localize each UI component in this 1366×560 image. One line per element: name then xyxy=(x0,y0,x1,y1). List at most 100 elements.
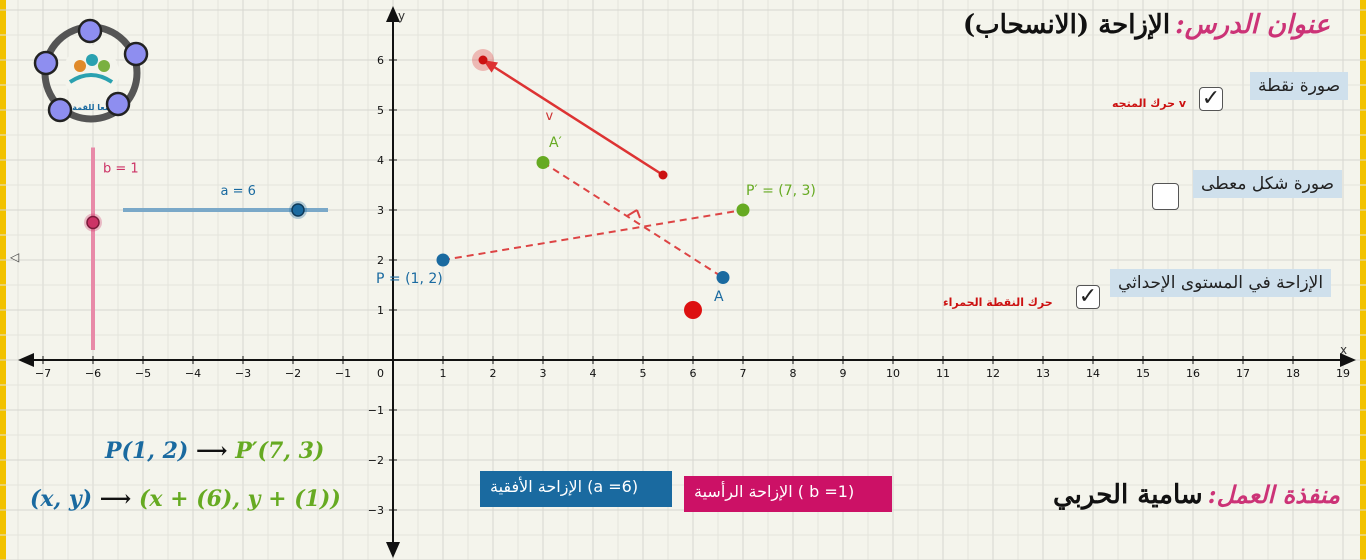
y-tick-label: −3 xyxy=(368,504,384,517)
y-tick-label: −2 xyxy=(368,454,384,467)
midpoint-tick-2 xyxy=(636,209,641,219)
y-axis-top-arrow xyxy=(386,6,400,22)
vector-v-tail[interactable] xyxy=(658,170,668,180)
lesson-title-label: عنوان الدرس: xyxy=(1175,10,1330,40)
point-p-label: P = (1, 2) xyxy=(376,271,443,287)
move-vector-note: حرك المتجه v xyxy=(1112,97,1187,110)
x-tick-label: 7 xyxy=(740,367,747,380)
y-tick-label: 2 xyxy=(377,254,384,267)
slider-a-handle[interactable] xyxy=(291,203,305,217)
author-credit: منفذة العمل: سامية الحربي xyxy=(1053,480,1340,510)
origin-label: 0 xyxy=(377,367,384,380)
logo-node xyxy=(123,41,149,67)
x-tick-label: 12 xyxy=(986,367,1000,380)
y-tick-label: 1 xyxy=(377,304,384,317)
author-label: منفذة العمل: xyxy=(1207,480,1340,509)
x-tick-label: −7 xyxy=(35,367,51,380)
shape-image-checkbox[interactable] xyxy=(1152,183,1179,210)
x-axis-right-arrow xyxy=(1340,353,1356,367)
x-tick-label: −3 xyxy=(235,367,251,380)
formula-rule-original: (x, y) xyxy=(30,486,93,512)
logo-arc xyxy=(68,73,114,84)
y-axis-label: y xyxy=(398,9,405,23)
x-tick-label: 18 xyxy=(1286,367,1300,380)
logo-figure-green xyxy=(98,60,110,72)
axes: xy0−7 −6 −5 −4 −3 −2 −1 1 2 3 4 5 6 7 8 9 10 11 12 13 14 15 16… xyxy=(18,6,1356,558)
y-tick-label: 6 xyxy=(377,54,384,67)
point-aprime xyxy=(536,156,550,169)
x-tick-label: 3 xyxy=(540,367,547,380)
x-tick-label: 11 xyxy=(936,367,950,380)
x-tick-label: 2 xyxy=(490,367,497,380)
vector-v-label: v xyxy=(546,109,554,124)
logo-node xyxy=(105,91,131,117)
x-tick-label: −6 xyxy=(85,367,101,380)
x-tick-label: 8 xyxy=(790,367,797,380)
x-axis-label: x xyxy=(1340,343,1347,357)
formula-rule-image: (x + (6), y + (1)) xyxy=(138,486,341,512)
formula-point-arrow: ⟶ xyxy=(195,438,228,464)
y-tick-label: −1 xyxy=(368,404,384,417)
x-tick-label: 15 xyxy=(1136,367,1150,380)
x-tick-label: 9 xyxy=(840,367,847,380)
x-tick-label: 1 xyxy=(440,367,447,380)
point-p[interactable] xyxy=(436,253,450,267)
lesson-title-value: الإزاحة (الانسحاب) xyxy=(962,10,1171,40)
point-translation-formula: P(1, 2) ⟶ P′(7, 3) xyxy=(105,438,324,464)
x-tick-label: 17 xyxy=(1236,367,1250,380)
move-red-point-note: حرك النقطة الحمراء xyxy=(943,296,1053,309)
left-frame-edge xyxy=(0,0,6,560)
formula-point-image: P′(7, 3) xyxy=(235,438,325,464)
logo-node xyxy=(77,18,103,44)
y-tick-label: 5 xyxy=(377,104,384,117)
rule-translation-formula: (x, y) ⟶ (x + (6), y + (1)) xyxy=(30,486,341,512)
geometry[interactable]: v P = (1, 2) P′ = (7, 3) A A′ xyxy=(376,49,816,319)
sliders[interactable]: a = 6 b = 1 xyxy=(84,147,328,351)
x-tick-label: 16 xyxy=(1186,367,1200,380)
x-tick-label: −4 xyxy=(185,367,201,380)
x-tick-label: −1 xyxy=(335,367,351,380)
vector-v-line[interactable] xyxy=(490,63,664,177)
x-tick-label: 19 xyxy=(1336,367,1350,380)
point-aprime-label: A′ xyxy=(549,135,562,151)
lesson-title: عنوان الدرس: الإزاحة (الانسحاب) xyxy=(963,10,1330,40)
control-plane-translation-label: الإزاحة في المستوى الإحداثي xyxy=(1110,269,1332,297)
point-a[interactable] xyxy=(716,271,730,284)
control-shape-image-label: صورة شكل معطى xyxy=(1193,170,1343,198)
formula-rule-arrow: ⟶ xyxy=(99,486,132,512)
x-tick-label: −5 xyxy=(135,367,151,380)
point-image-checkbox[interactable]: ✓ xyxy=(1199,87,1223,111)
vector-v-head[interactable] xyxy=(478,55,488,65)
logo-node xyxy=(47,97,73,123)
vertical-translation-badge: الإزاحة الرأسية ( b =1) xyxy=(684,476,892,512)
logo-node xyxy=(33,50,59,76)
x-tick-label: 10 xyxy=(886,367,900,380)
x-tick-label: 4 xyxy=(590,367,597,380)
point-pprime-label: P′ = (7, 3) xyxy=(746,183,816,199)
x-tick-label: 6 xyxy=(690,367,697,380)
segment-p-pprime xyxy=(442,209,744,261)
x-axis-left-arrow xyxy=(18,353,34,367)
logo: معا للقمة xyxy=(33,18,149,123)
y-tick-label: 3 xyxy=(377,204,384,217)
panel-toggle-icon[interactable]: ◁ xyxy=(10,250,20,264)
point-pprime xyxy=(736,203,750,217)
horizontal-translation-badge: الإزاحة الأفقية (a =6) xyxy=(480,471,672,507)
control-point-image-label: صورة نقطة xyxy=(1250,72,1349,100)
x-tick-label: 14 xyxy=(1086,367,1100,380)
red-movable-point[interactable] xyxy=(684,301,702,319)
formula-point-original: P(1, 2) xyxy=(105,438,189,464)
y-axis-bottom-arrow xyxy=(386,542,400,558)
plane-translation-checkbox[interactable]: ✓ xyxy=(1076,285,1100,309)
logo-text: معا للقمة xyxy=(72,103,110,112)
x-tick-label: 5 xyxy=(640,367,647,380)
right-frame-edge xyxy=(1360,0,1366,560)
slider-b-handle[interactable] xyxy=(86,215,100,230)
logo-figure-teal xyxy=(86,54,98,66)
x-tick-label: 13 xyxy=(1036,367,1050,380)
slider-a-label: a = 6 xyxy=(221,184,256,199)
slider-b-label: b = 1 xyxy=(103,162,139,177)
